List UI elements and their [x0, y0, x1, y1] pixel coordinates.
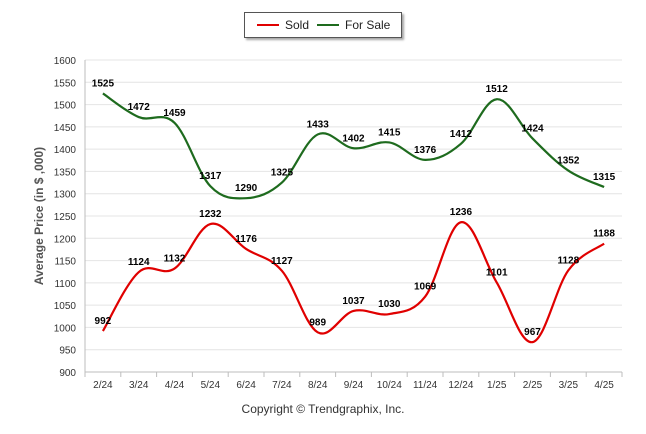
data-label-for-sale: 1472: [128, 102, 151, 113]
data-label-for-sale: 1525: [92, 78, 115, 89]
y-axis-title: Average Price (in $ ,000): [32, 147, 46, 285]
data-label-sold: 1069: [414, 282, 437, 293]
x-tick-label: 6/24: [236, 380, 256, 391]
x-tick-label: 4/24: [165, 380, 185, 391]
y-tick-label: 1150: [54, 257, 76, 268]
y-tick-label: 1400: [54, 145, 77, 156]
x-tick-label: 1/25: [487, 380, 507, 391]
data-label-sold: 1101: [486, 267, 508, 278]
x-tick-label: 3/24: [129, 380, 149, 391]
x-tick-label: 11/24: [413, 380, 438, 391]
data-label-for-sale: 1315: [593, 172, 616, 183]
data-label-for-sale: 1459: [163, 108, 186, 119]
y-tick-label: 950: [59, 346, 76, 357]
legend: Sold For Sale: [244, 12, 402, 38]
x-tick-label: 7/24: [272, 380, 292, 391]
data-label-for-sale: 1415: [378, 127, 401, 138]
y-tick-label: 1500: [54, 101, 77, 112]
x-tick-label: 2/24: [93, 380, 113, 391]
legend-swatch-sold: [257, 24, 279, 26]
data-label-sold: 989: [309, 317, 326, 328]
legend-label-for-sale: For Sale: [345, 18, 391, 32]
legend-label-sold: Sold: [285, 18, 310, 32]
data-label-sold: 967: [524, 327, 541, 338]
x-tick-label: 4/25: [594, 380, 614, 391]
y-tick-label: 1100: [54, 279, 76, 290]
x-tick-label: 2/25: [523, 380, 543, 391]
y-tick-label: 1550: [54, 78, 77, 89]
y-tick-label: 1250: [54, 212, 77, 223]
series-line-for-sale: [102, 92, 605, 200]
x-tick-label: 9/24: [344, 380, 364, 391]
data-label-for-sale: 1317: [199, 171, 222, 182]
y-tick-label: 900: [59, 368, 76, 379]
x-tick-label: 3/25: [559, 380, 579, 391]
x-tick-label: 10/24: [377, 380, 402, 391]
legend-item-sold[interactable]: Sold: [257, 18, 309, 32]
y-tick-label: 1050: [54, 301, 77, 312]
data-label-for-sale: 1290: [235, 183, 258, 194]
legend-swatch-for-sale: [317, 24, 339, 26]
data-label-sold: 1132: [164, 254, 186, 265]
data-label-for-sale: 1424: [521, 123, 544, 134]
data-label-sold: 1030: [378, 299, 401, 310]
copyright-footer: Copyright © Trendgraphix, Inc.: [241, 402, 405, 416]
data-label-for-sale: 1352: [557, 156, 580, 167]
data-label-for-sale: 1433: [307, 119, 330, 130]
y-tick-label: 1000: [54, 323, 77, 334]
data-label-for-sale: 1376: [414, 145, 437, 156]
data-label-sold: 1037: [342, 296, 365, 307]
x-tick-label: 8/24: [308, 380, 328, 391]
data-label-sold: 1236: [450, 207, 473, 218]
data-label-for-sale: 1512: [486, 84, 509, 95]
legend-item-for-sale[interactable]: For Sale: [317, 18, 390, 32]
x-tick-label: 12/24: [448, 380, 473, 391]
data-label-for-sale: 1402: [342, 133, 365, 144]
data-label-sold: 1188: [593, 229, 615, 240]
data-label-sold: 1232: [199, 209, 222, 220]
data-label-sold: 992: [95, 316, 112, 327]
y-tick-label: 1300: [54, 190, 77, 201]
data-label-sold: 1127: [271, 256, 293, 267]
series-line-sold: [101, 221, 605, 344]
y-tick-label: 1200: [54, 234, 77, 245]
y-tick-label: 1600: [54, 56, 77, 67]
data-label-for-sale: 1325: [271, 168, 294, 179]
y-tick-label: 1450: [54, 123, 77, 134]
data-label-sold: 1124: [128, 257, 150, 268]
x-tick-label: 5/24: [201, 380, 221, 391]
y-tick-label: 1350: [54, 167, 77, 178]
data-label-sold: 1128: [557, 255, 579, 266]
data-label-sold: 1176: [235, 234, 257, 245]
data-label-for-sale: 1412: [450, 129, 473, 140]
